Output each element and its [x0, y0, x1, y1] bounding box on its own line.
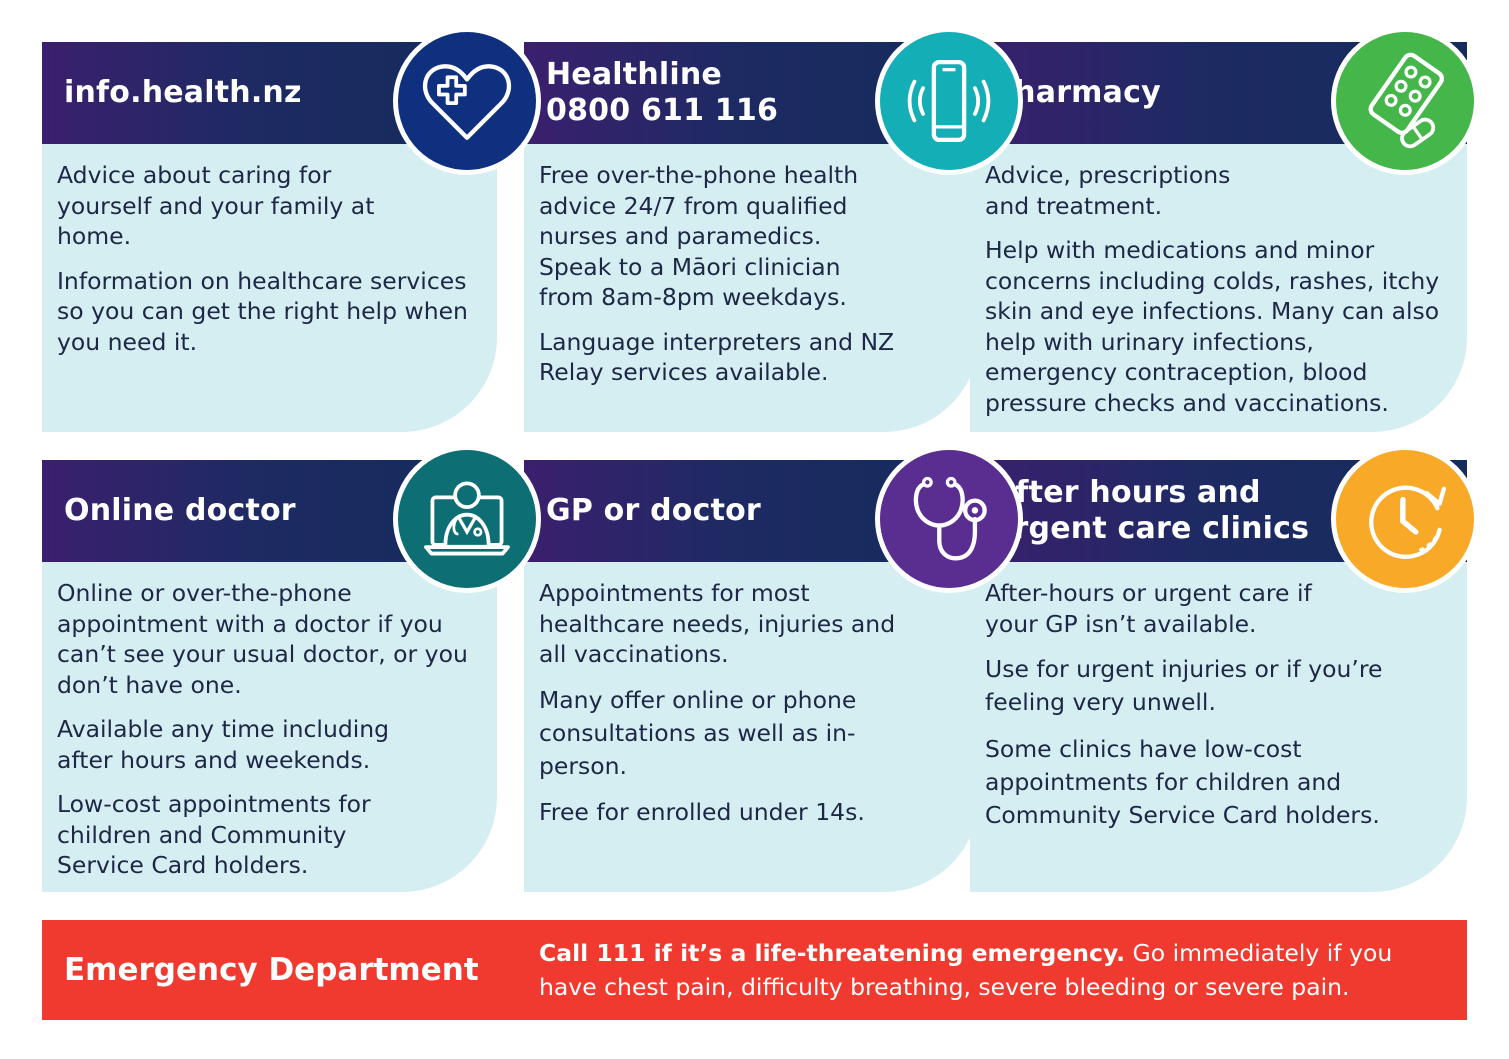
- card-healthline: Healthline 0800 611 116 Free over-the-ph…: [524, 27, 1023, 432]
- card-body: Appointments for most healthcare needs, …: [524, 562, 979, 892]
- card-paragraph: Available any time including after hours…: [57, 715, 390, 774]
- card-paragraph: Information on healthcare services so yo…: [57, 266, 468, 356]
- stethoscope-icon: [875, 445, 1023, 593]
- card-info-health: info.health.nz Advice about caring for y…: [42, 27, 541, 432]
- clock-icon: [1331, 445, 1479, 593]
- pills-icon: [1331, 27, 1479, 175]
- card-title: info.health.nz: [64, 75, 302, 110]
- card-paragraph: Some clinics have low-cost appointments …: [985, 735, 1380, 829]
- card-title: After hours and urgent care clinics: [992, 475, 1309, 547]
- emergency-banner: Emergency Department Call 111 if it’s a …: [42, 920, 1467, 1020]
- card-paragraph: Online or over-the-phone appointment wit…: [57, 579, 468, 699]
- card-paragraph: Free over-the-phone health advice 24/7 f…: [539, 161, 859, 311]
- card-paragraph: Use for urgent injuries or if you’re fee…: [985, 655, 1383, 716]
- card-online-doctor: Online doctor Online or over-the-phone a…: [42, 445, 541, 892]
- card-paragraph: Advice, prescriptions and treatment.: [985, 161, 1231, 220]
- card-body: Advice, prescriptions and treatment. Hel…: [970, 144, 1467, 432]
- card-body: Free over-the-phone health advice 24/7 f…: [524, 144, 979, 432]
- card-body: Advice about caring for yourself and you…: [42, 144, 497, 432]
- card-title-line: After hours and: [992, 475, 1261, 510]
- card-title: GP or doctor: [546, 493, 761, 528]
- card-title: Healthline 0800 611 116: [546, 57, 778, 129]
- healthline-phone-number: 0800 611 116: [546, 93, 779, 128]
- emergency-call-111: Call 111 if it’s a life-threatening emer…: [539, 939, 1126, 967]
- card-pharmacy: Pharmacy Advice, prescriptions and treat…: [970, 27, 1479, 432]
- card-paragraph: Many offer online or phone consultations…: [539, 685, 857, 780]
- card-title-line: Healthline: [546, 57, 722, 92]
- card-paragraph: Appointments for most healthcare needs, …: [539, 579, 896, 668]
- emergency-title: Emergency Department: [64, 952, 479, 988]
- emergency-message: Call 111 if it’s a life-threatening emer…: [539, 936, 1439, 1004]
- card-paragraph: Language interpreters and NZ Relay servi…: [539, 327, 895, 387]
- card-title-line: urgent care clinics: [992, 511, 1310, 546]
- phone-icon: [875, 27, 1023, 175]
- card-after-hours: After hours and urgent care clinics Afte…: [970, 445, 1479, 892]
- emergency-instructions: Go immediately if you have chest pain, d…: [539, 939, 1393, 1001]
- card-paragraph: After-hours or urgent care if your GP is…: [985, 579, 1312, 638]
- card-paragraph: Advice about caring for yourself and you…: [57, 161, 375, 250]
- card-paragraph: Free for enrolled under 14s.: [539, 797, 865, 826]
- card-body: After-hours or urgent care if your GP is…: [970, 562, 1467, 892]
- card-paragraph: Low-cost appointments for children and C…: [57, 790, 371, 879]
- card-gp-doctor: GP or doctor Appointments for most healt…: [524, 445, 1023, 892]
- card-title: Online doctor: [64, 493, 296, 528]
- online-doctor-icon: [393, 445, 541, 593]
- heart-cross-icon: [393, 27, 541, 175]
- card-paragraph: Help with medications and minor concerns…: [985, 236, 1440, 417]
- card-body: Online or over-the-phone appointment wit…: [42, 562, 497, 892]
